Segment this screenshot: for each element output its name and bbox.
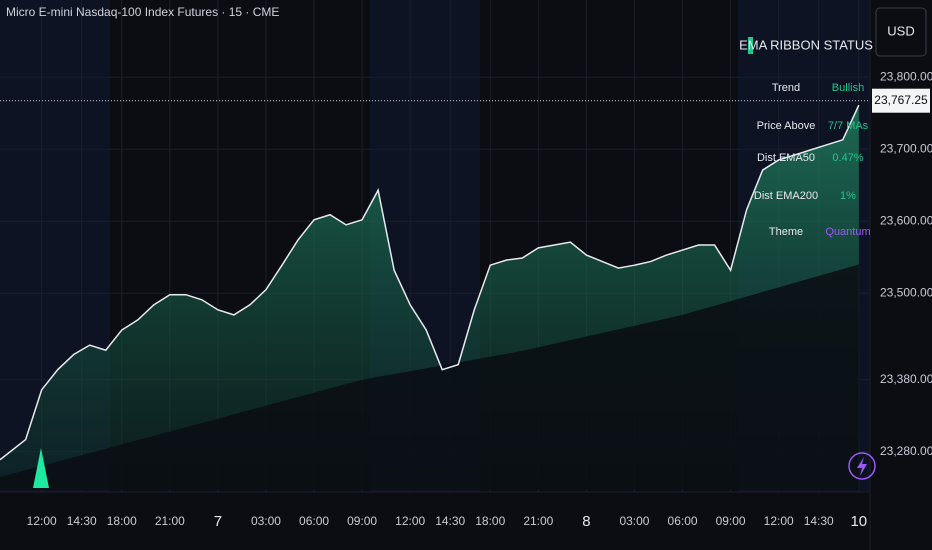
- y-tick-label: 23,500.00: [880, 285, 932, 299]
- last-price-tag: [872, 88, 930, 113]
- panel-row: Dist EMA50 0.47%: [757, 152, 864, 164]
- panel-label: Trend: [772, 82, 800, 94]
- y-tick-label: 23,380.00: [880, 372, 932, 386]
- panel-row: Dist EMA200 1%: [754, 190, 856, 202]
- x-tick-label: 18:00: [107, 514, 137, 528]
- currency-button[interactable]: [875, 7, 927, 57]
- y-tick-label: 23,700.00: [880, 141, 932, 155]
- panel-label: Dist EMA50: [757, 152, 815, 164]
- signal-marker: [33, 448, 49, 488]
- x-tick-label: 14:30: [804, 514, 834, 528]
- panel-value: 0.47%: [832, 152, 863, 164]
- x-tick-label: 7: [214, 513, 222, 530]
- panel-label: Dist EMA200: [754, 190, 818, 202]
- panel-label: Price Above: [757, 120, 816, 132]
- y-tick-label: 23,280.00: [880, 444, 932, 458]
- x-tick-label: 09:00: [716, 514, 746, 528]
- last-price-label: 23,767.25: [874, 93, 928, 107]
- price-line: [0, 104, 860, 461]
- x-tick-label: 12:00: [395, 514, 425, 528]
- x-tick-label: 21:00: [523, 514, 553, 528]
- x-tick-label: 09:00: [347, 514, 377, 528]
- x-tick-label: 06:00: [668, 514, 698, 528]
- panel-label: Theme: [769, 226, 803, 238]
- x-tick-label: 21:00: [155, 514, 185, 528]
- alert-bolt: [857, 457, 867, 476]
- x-tick-label: 14:30: [435, 514, 465, 528]
- panel-title: EMA RIBBON STATUS: [739, 37, 873, 52]
- instrument-title: Micro E-mini Nasdaq-100 Index Futures · …: [6, 5, 279, 19]
- ema-floor: [0, 264, 859, 490]
- currency-label[interactable]: USD: [887, 23, 914, 38]
- y-tick-label: 23,800.00: [880, 69, 932, 83]
- x-tick-label: 8: [582, 513, 590, 530]
- x-tick-label: 12:00: [764, 514, 794, 528]
- x-tick-label: 03:00: [619, 514, 649, 528]
- panel-row: Price Above 7/7 MAs: [757, 120, 869, 132]
- x-tick-label: 12:00: [27, 514, 57, 528]
- panel-value: Quantum: [825, 226, 870, 238]
- panel-row: Trend Bullish: [772, 82, 864, 94]
- plot: [0, 104, 860, 491]
- panel-value: 1%: [840, 190, 856, 202]
- alert-icon[interactable]: [848, 452, 876, 480]
- x-tick-label: 10: [850, 513, 867, 530]
- panel-row: Theme Quantum: [769, 226, 871, 238]
- x-tick-label: 14:30: [67, 514, 97, 528]
- panel-value: 7/7 MAs: [828, 120, 869, 132]
- x-tick-label: 06:00: [299, 514, 329, 528]
- y-tick-label: 23,600.00: [880, 213, 932, 227]
- status-panel: Trend Bullish Price Above 7/7 MAs Dist EMA50…: [754, 82, 871, 238]
- x-tick-label: 18:00: [475, 514, 505, 528]
- x-tick-label: 03:00: [251, 514, 281, 528]
- panel-icon: [748, 37, 753, 54]
- panel-value: Bullish: [832, 82, 864, 94]
